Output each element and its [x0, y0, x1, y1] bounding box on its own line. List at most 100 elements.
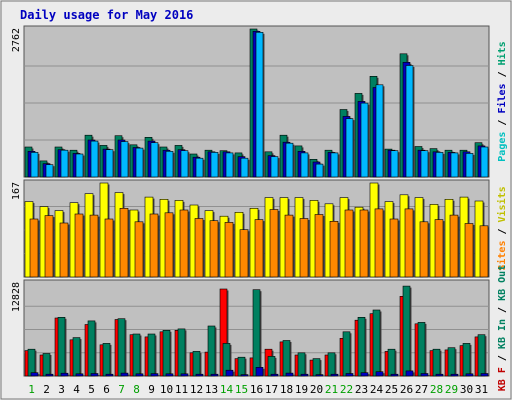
x-tick-label: 15 [235, 383, 248, 396]
bar-kb-out-day-11 [180, 373, 189, 377]
x-tick-label: 13 [205, 383, 218, 396]
bar-kb-out-day-25 [390, 373, 399, 377]
bar-kb-out-day-17 [270, 373, 279, 377]
bar-sites-day-2 [44, 215, 54, 278]
bar-pages-day-24 [375, 84, 384, 178]
x-tick-label: 25 [385, 383, 398, 396]
x-tick-label: 7 [118, 383, 125, 396]
bar-pages-day-12 [195, 157, 204, 178]
panel-max-label: 12828 [11, 282, 22, 312]
bar-kb-out-day-10 [165, 373, 174, 377]
x-tick-label: 9 [148, 383, 155, 396]
series-label-part: / [497, 222, 508, 240]
x-tick-label: 19 [295, 383, 308, 396]
bar-sites-day-29 [449, 214, 459, 278]
bar-kb-in-day-18 [282, 340, 291, 377]
bar-sites-day-1 [29, 218, 39, 278]
bar-sites-day-27 [419, 221, 429, 278]
bar-pages-day-30 [465, 153, 474, 178]
bar-pages-day-16 [255, 31, 264, 178]
bar-sites-day-4 [74, 213, 84, 278]
bar-kb-out-day-2 [45, 373, 54, 377]
panel-series-label: KB F / KB In / KB Out [497, 265, 508, 391]
bar-pages-day-7 [120, 141, 129, 178]
bar-kb-in-day-27 [417, 322, 426, 377]
x-tick-label: 10 [160, 383, 173, 396]
bar-kb-out-day-29 [450, 373, 459, 377]
panel-max-label: 167 [11, 182, 22, 200]
bar-sites-day-20 [314, 214, 324, 278]
x-tick-label: 27 [415, 383, 428, 396]
bar-kb-out-day-19 [300, 373, 309, 377]
bar-sites-day-7 [119, 208, 129, 278]
x-tick-label: 31 [475, 383, 488, 396]
series-label-part: Files [496, 83, 508, 113]
bar-sites-day-25 [389, 218, 399, 278]
bar-sites-day-22 [344, 209, 354, 278]
bar-kb-out-day-7 [120, 372, 129, 377]
bar-kb-in-day-8 [132, 333, 141, 377]
series-label-part: Pages [497, 132, 508, 162]
x-tick-label: 18 [280, 383, 293, 396]
bar-sites-day-23 [359, 209, 369, 278]
bar-sites-day-18 [284, 214, 294, 278]
bar-kb-out-day-8 [135, 373, 144, 377]
bar-kb-in-day-7 [117, 318, 126, 377]
bar-pages-day-23 [360, 102, 369, 178]
bar-pages-day-8 [135, 147, 144, 178]
bar-kb-in-day-20 [312, 358, 321, 377]
bar-kb-in-day-6 [102, 343, 111, 377]
bar-kb-out-day-22 [345, 373, 354, 377]
x-tick-label: 8 [133, 383, 140, 396]
bar-kb-out-day-16 [255, 366, 264, 377]
bar-kb-in-day-4 [72, 337, 81, 377]
x-tick-label: 29 [445, 383, 458, 396]
bar-kb-out-day-28 [435, 373, 444, 377]
x-tick-label: 16 [250, 383, 263, 396]
x-tick-label: 6 [103, 383, 110, 396]
bar-pages-day-22 [345, 118, 354, 178]
panel-visits-sites: 167 Sites / Visits [11, 179, 508, 278]
chart-title: Daily usage for May 2016 [20, 8, 193, 22]
x-tick-label: 11 [175, 383, 188, 396]
bar-sites-day-3 [59, 222, 69, 278]
bar-kb-in-day-21 [327, 352, 336, 377]
bar-kb-out-day-4 [75, 373, 84, 377]
series-label-part: KB In [497, 319, 508, 349]
bar-kb-out-day-9 [150, 373, 159, 377]
bar-kb-out-day-23 [360, 372, 369, 377]
chart-panels: 2762 Pages / Files / Hits 167 Sites / Visit… [11, 25, 508, 391]
x-tick-label: 5 [88, 383, 95, 396]
bar-kb-in-day-31 [477, 334, 486, 377]
bar-sites-day-13 [209, 220, 219, 278]
bar-pages-day-3 [60, 149, 69, 178]
bar-sites-day-30 [464, 223, 474, 278]
bar-pages-day-25 [390, 150, 399, 178]
bar-kb-in-day-26 [402, 285, 411, 377]
bar-pages-day-1 [30, 152, 39, 178]
bar-sites-day-15 [239, 229, 249, 278]
bar-pages-day-10 [165, 151, 174, 178]
bar-kb-out-day-5 [90, 373, 99, 377]
x-tick-label: 28 [430, 383, 443, 396]
x-tick-label: 22 [340, 383, 353, 396]
bar-kb-in-day-5 [87, 320, 96, 377]
bar-pages-day-29 [450, 152, 459, 178]
x-axis-day-labels: 1 2 3 4 5 6 7 8 9 10 11 12 13 14 15 16 17 18 19 20 21 22 23 24 2… [28, 383, 488, 396]
panel-max-label: 2762 [11, 28, 22, 52]
bar-pages-day-26 [405, 65, 414, 178]
bar-sites-day-9 [149, 213, 159, 278]
bar-kb-in-day-10 [162, 329, 171, 377]
bar-sites-day-6 [104, 218, 114, 278]
bar-kb-out-day-13 [210, 373, 219, 377]
bar-sites-day-16 [254, 219, 264, 278]
bar-kb-out-day-21 [330, 373, 339, 377]
series-label-part: / [497, 301, 508, 319]
bar-kb-out-day-24 [375, 371, 384, 377]
bar-pages-day-15 [240, 157, 249, 178]
bar-kb-out-day-1 [30, 372, 39, 377]
bar-kb-out-day-20 [315, 374, 324, 377]
bar-sites-day-5 [89, 214, 99, 278]
